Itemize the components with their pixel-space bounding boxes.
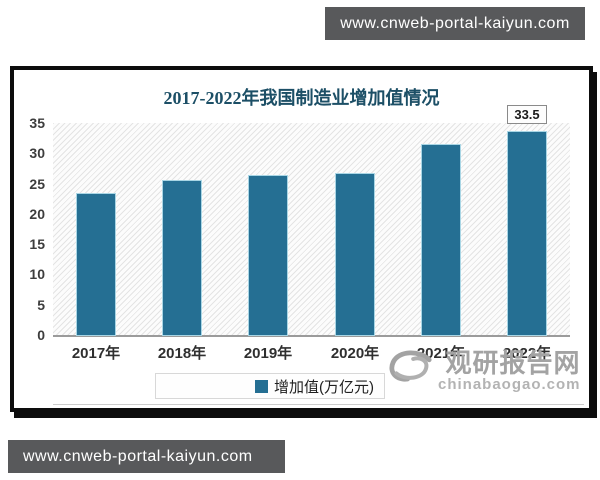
- bar-2021年: [422, 145, 460, 335]
- bar-2018年: [163, 181, 201, 335]
- legend-marker-swatch: [255, 379, 268, 393]
- chart-title: 2017-2022年我国制造业增加值情况: [163, 88, 440, 108]
- bar-2020年: [336, 174, 374, 335]
- bar-2017年: [77, 194, 115, 335]
- y-tick-35: 35: [29, 115, 45, 131]
- legend: 增加值(万亿元): [155, 373, 385, 399]
- x-tick-2020年: 2020年: [330, 345, 380, 362]
- x-tick-2017年: 2017年: [71, 345, 121, 362]
- legend-label: 增加值(万亿元): [274, 378, 374, 396]
- bar-2019年: [249, 176, 287, 335]
- x-tick-2018年: 2018年: [157, 345, 207, 362]
- y-tick-30: 30: [29, 145, 45, 161]
- y-tick-10: 10: [29, 266, 45, 282]
- chart-inner-border: [53, 404, 584, 405]
- bar-2022年: [508, 132, 546, 335]
- x-tick-2019年: 2019年: [243, 345, 293, 362]
- watermark-banner-top: www.cnweb-portal-kaiyun.com: [325, 7, 585, 40]
- y-tick-0: 0: [37, 327, 45, 343]
- data-label-2022年: 33.5: [507, 105, 547, 124]
- y-tick-25: 25: [29, 176, 45, 192]
- x-tick-2021年: 2021年: [416, 345, 466, 362]
- watermark-banner-bottom: www.cnweb-portal-kaiyun.com: [8, 440, 285, 473]
- plot-area: 33.5: [53, 105, 570, 337]
- x-tick-2022年: 2022年: [502, 345, 552, 362]
- y-tick-20: 20: [29, 206, 45, 222]
- y-tick-5: 5: [37, 297, 45, 313]
- y-tick-15: 15: [29, 236, 45, 252]
